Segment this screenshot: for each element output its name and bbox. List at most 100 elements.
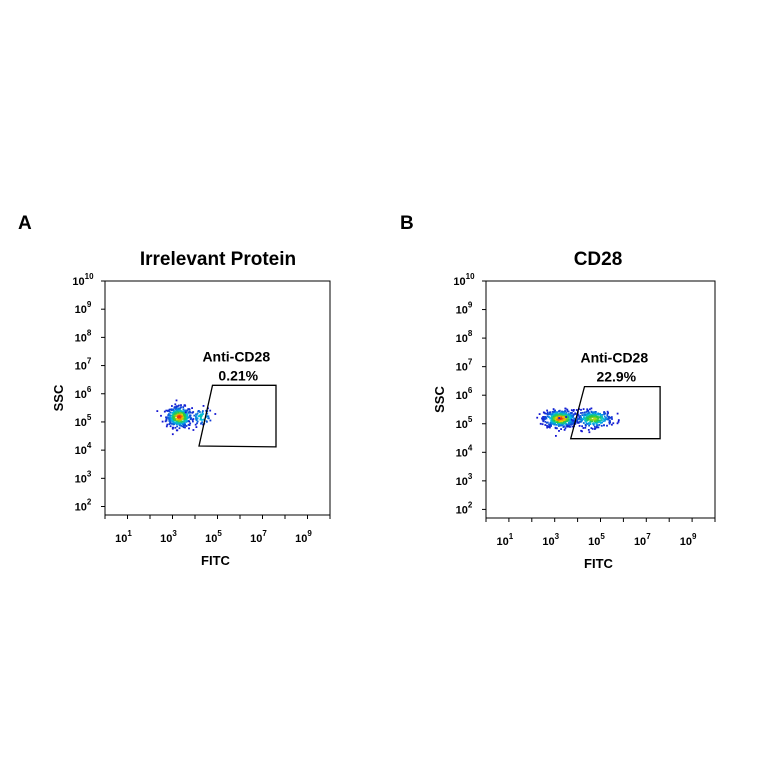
event-point [180, 424, 183, 427]
event-point [184, 417, 186, 420]
event-point [572, 420, 575, 422]
chart-title-b: CD28 [573, 249, 623, 270]
event-point [156, 410, 159, 412]
event-point [188, 424, 191, 426]
event-point [174, 408, 177, 411]
event-point [550, 416, 553, 418]
event-point [178, 417, 181, 419]
event-point [577, 418, 580, 420]
event-point [179, 423, 182, 426]
event-point [572, 410, 575, 412]
gate-percent-label: 0.21% [218, 367, 258, 383]
event-point [170, 408, 173, 411]
event-point [573, 422, 575, 424]
x-tick-label: 107 [634, 532, 651, 548]
event-point [594, 427, 597, 430]
event-point [201, 421, 203, 424]
event-point [185, 409, 188, 412]
event-point [600, 424, 603, 427]
event-point [603, 415, 606, 418]
event-point [545, 421, 548, 424]
event-point [591, 419, 594, 421]
event-point [574, 423, 577, 425]
event-point [588, 431, 591, 434]
event-point [186, 417, 189, 420]
event-point [586, 408, 589, 411]
event-point [169, 414, 172, 417]
x-tick-label: 105 [588, 532, 605, 548]
event-point [581, 430, 583, 433]
event-point [589, 423, 592, 425]
event-point [553, 419, 556, 422]
event-point [594, 414, 597, 417]
event-point [576, 421, 579, 424]
event-point [176, 411, 179, 413]
event-point [565, 424, 568, 427]
event-point [188, 408, 191, 410]
event-point [595, 420, 598, 423]
gate-polygon[interactable] [198, 384, 277, 448]
event-point [546, 409, 548, 412]
event-point [184, 423, 187, 426]
event-point [560, 428, 562, 430]
event-point [565, 423, 568, 425]
event-point [591, 413, 594, 416]
event-point [177, 420, 180, 423]
event-point [181, 425, 184, 428]
event-point [552, 408, 555, 410]
event-point [607, 418, 610, 421]
event-point [178, 415, 181, 418]
event-point [595, 415, 598, 418]
event-point [175, 405, 178, 408]
event-point [554, 413, 557, 416]
event-point [180, 406, 182, 408]
event-point [193, 414, 196, 417]
event-point [572, 413, 575, 416]
event-point [551, 420, 554, 423]
event-point [616, 422, 619, 425]
event-point [543, 417, 545, 420]
event-point [172, 410, 175, 413]
gate-polygon[interactable] [569, 385, 661, 440]
event-point [175, 408, 178, 411]
event-point [561, 422, 564, 424]
event-point [612, 422, 615, 425]
event-point [165, 418, 168, 420]
event-point [179, 412, 181, 414]
event-point [570, 416, 572, 419]
event-point [581, 411, 584, 414]
event-point [207, 415, 210, 418]
event-point [549, 424, 552, 426]
gate-name-label: Anti-CD28 [202, 348, 270, 364]
event-point [608, 415, 610, 418]
event-point [178, 409, 181, 412]
event-point [558, 415, 561, 418]
event-point [174, 403, 177, 406]
event-point [196, 417, 199, 420]
event-point [566, 410, 569, 412]
event-point [558, 413, 561, 415]
event-point [556, 417, 559, 420]
event-point [582, 422, 585, 424]
event-point [587, 412, 590, 414]
event-point [578, 416, 581, 418]
event-point [593, 414, 596, 416]
event-point [188, 420, 191, 423]
event-point [172, 412, 174, 414]
event-point [206, 412, 209, 415]
event-point [544, 416, 546, 418]
event-point [576, 420, 579, 423]
event-point [580, 412, 582, 414]
event-point [175, 429, 178, 432]
event-point [567, 416, 569, 419]
event-point [554, 421, 556, 424]
event-point [167, 414, 170, 416]
event-point [588, 415, 590, 418]
event-point [547, 426, 550, 428]
event-point [176, 418, 178, 421]
event-point [580, 420, 583, 423]
event-point [617, 420, 620, 423]
event-point [181, 416, 184, 419]
event-point [585, 415, 588, 417]
event-point [541, 417, 544, 420]
